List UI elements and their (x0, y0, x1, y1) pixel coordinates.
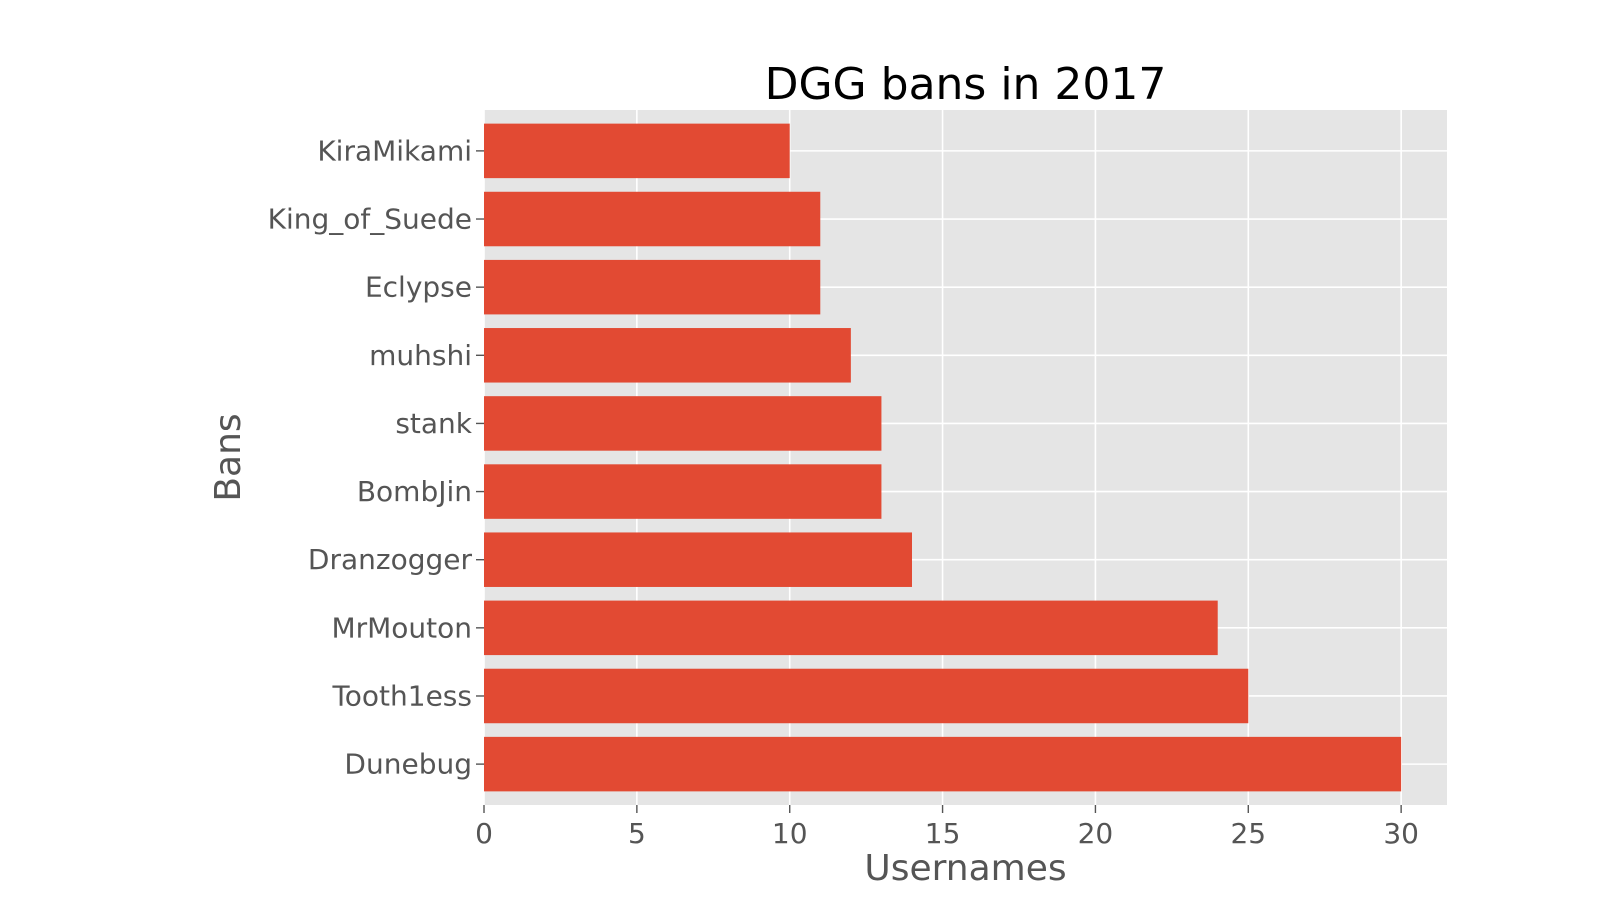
bar-muhshi (484, 328, 851, 383)
chart-title: DGG bans in 2017 (765, 59, 1167, 110)
y-tick-label: Eclypse (365, 271, 472, 304)
y-tick-label: Tooth1ess (331, 679, 472, 712)
bar-dranzogger (484, 532, 912, 587)
x-axis-label: Usernames (864, 848, 1066, 889)
y-tick-label: BombJin (357, 475, 472, 508)
bar-stank (484, 396, 882, 451)
y-axis: Dunebug Tooth1ess MrMouton Dranzogger BombJi… (268, 134, 484, 781)
bar-dunebug (484, 736, 1402, 792)
y-axis-label: Bans (208, 413, 249, 501)
x-tick-label: 15 (925, 817, 961, 850)
x-tick-label: 30 (1383, 817, 1419, 850)
bar-mrmouton (484, 600, 1218, 656)
y-tick-label: stank (395, 407, 472, 440)
y-tick-label: Dunebug (344, 748, 472, 781)
y-tick-label: Dranzogger (308, 543, 473, 576)
y-tick-label: KiraMikami (317, 134, 472, 167)
x-tick-label: 25 (1230, 817, 1266, 850)
y-tick-label: King_of_Suede (268, 203, 472, 236)
x-tick-label: 20 (1078, 817, 1114, 850)
bar-eclypse (484, 259, 821, 315)
y-tick-label: muhshi (369, 339, 472, 372)
x-tick-label: 0 (475, 817, 493, 850)
x-tick-label: 5 (628, 817, 646, 850)
bar-tooth1ess (484, 668, 1249, 724)
y-tick-label: MrMouton (331, 611, 472, 644)
bars (484, 123, 1402, 792)
x-axis: 0 5 10 15 20 25 30 (475, 805, 1419, 850)
x-tick-label: 10 (772, 817, 808, 850)
bar-bombjin (484, 464, 882, 519)
bar-king_of_suede (484, 191, 821, 247)
bar-kiramikami (484, 123, 790, 179)
